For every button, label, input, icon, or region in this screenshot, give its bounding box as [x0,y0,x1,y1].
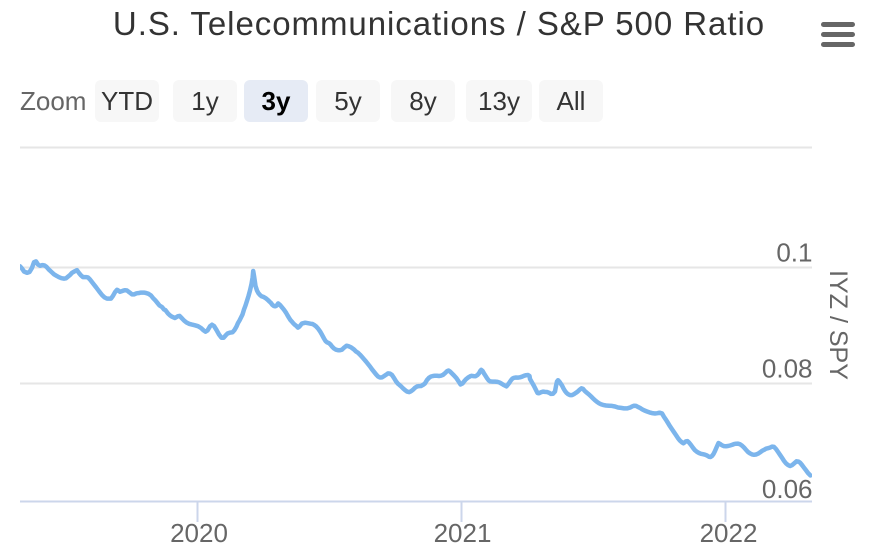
svg-text:2021: 2021 [434,518,492,548]
svg-text:IYZ / SPY: IYZ / SPY [824,270,852,380]
svg-text:2020: 2020 [170,518,228,548]
svg-text:0.08: 0.08 [762,354,813,384]
svg-text:0.06: 0.06 [762,474,813,504]
svg-text:0.1: 0.1 [776,238,812,268]
svg-text:2022: 2022 [700,518,758,548]
